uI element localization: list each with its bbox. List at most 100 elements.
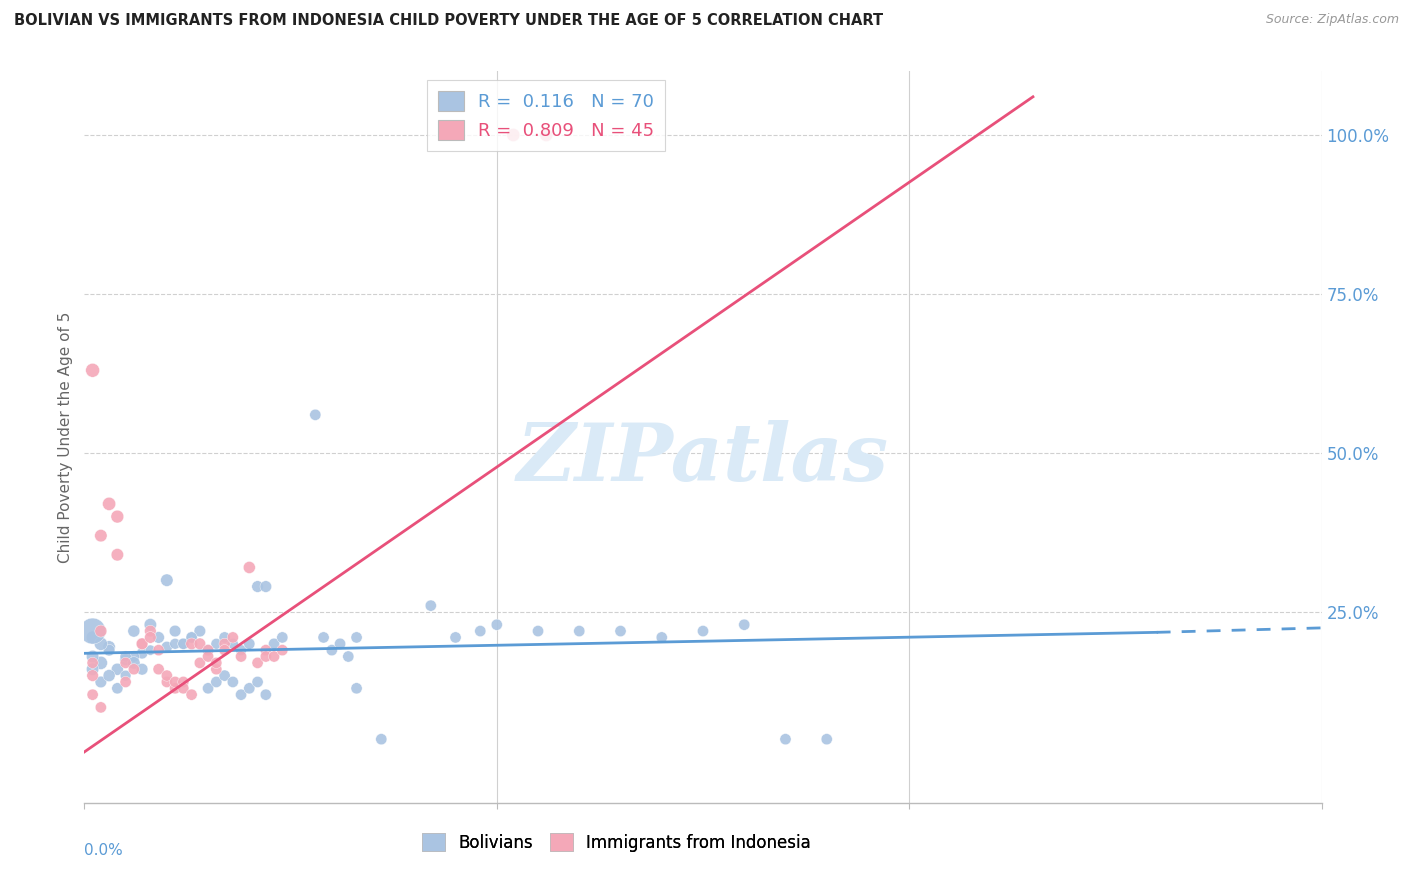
Point: [263, 637, 285, 651]
Point: [82, 631, 104, 645]
Point: [98, 640, 121, 654]
Point: [90, 700, 112, 714]
Point: [90, 656, 112, 670]
Point: [165, 637, 187, 651]
Point: [148, 643, 170, 657]
Point: [651, 631, 673, 645]
Point: [246, 675, 269, 690]
Point: [370, 732, 392, 747]
Point: [205, 662, 228, 676]
Point: [172, 637, 194, 651]
Point: [114, 668, 136, 682]
Point: [692, 624, 714, 638]
Point: [172, 637, 194, 651]
Point: [180, 631, 202, 645]
Point: [156, 675, 179, 690]
Point: [229, 643, 252, 657]
Point: [122, 649, 145, 664]
Point: [82, 656, 104, 670]
Text: BOLIVIAN VS IMMIGRANTS FROM INDONESIA CHILD POVERTY UNDER THE AGE OF 5 CORRELATI: BOLIVIAN VS IMMIGRANTS FROM INDONESIA CH…: [14, 13, 883, 29]
Point: [122, 662, 145, 676]
Point: [82, 363, 104, 377]
Point: [254, 688, 277, 702]
Point: [214, 643, 236, 657]
Point: [609, 624, 631, 638]
Point: [197, 681, 219, 696]
Point: [98, 668, 121, 682]
Point: [197, 643, 219, 657]
Point: [205, 637, 228, 651]
Point: [180, 688, 202, 702]
Point: [214, 668, 236, 682]
Point: [419, 599, 441, 613]
Point: [90, 529, 112, 543]
Point: [165, 681, 187, 696]
Point: [180, 631, 202, 645]
Point: [82, 649, 104, 664]
Point: [148, 631, 170, 645]
Point: [346, 681, 368, 696]
Point: [444, 631, 467, 645]
Point: [470, 624, 492, 638]
Point: [105, 509, 128, 524]
Point: [222, 631, 245, 645]
Point: [114, 649, 136, 664]
Point: [337, 649, 360, 664]
Point: [98, 497, 121, 511]
Point: [214, 637, 236, 651]
Text: ZIPatlas: ZIPatlas: [517, 420, 889, 498]
Point: [775, 732, 797, 747]
Point: [188, 637, 211, 651]
Point: [82, 624, 104, 638]
Point: [90, 637, 112, 651]
Point: [180, 637, 202, 651]
Point: [156, 668, 179, 682]
Point: [114, 656, 136, 670]
Point: [329, 637, 352, 651]
Point: [346, 631, 368, 645]
Point: [131, 646, 153, 660]
Point: [246, 656, 269, 670]
Point: [188, 656, 211, 670]
Point: [222, 675, 245, 690]
Point: [733, 617, 755, 632]
Point: [263, 649, 285, 664]
Point: [156, 573, 179, 587]
Point: [122, 624, 145, 638]
Point: [165, 624, 187, 638]
Point: [271, 643, 294, 657]
Point: [197, 643, 219, 657]
Point: [815, 732, 838, 747]
Legend: Bolivians, Immigrants from Indonesia: Bolivians, Immigrants from Indonesia: [413, 825, 820, 860]
Point: [205, 675, 228, 690]
Point: [172, 675, 194, 690]
Text: Source: ZipAtlas.com: Source: ZipAtlas.com: [1265, 13, 1399, 27]
Point: [105, 662, 128, 676]
Point: [139, 631, 162, 645]
Point: [105, 548, 128, 562]
Point: [105, 681, 128, 696]
Y-axis label: Child Poverty Under the Age of 5: Child Poverty Under the Age of 5: [58, 311, 73, 563]
Point: [114, 653, 136, 667]
Point: [188, 624, 211, 638]
Point: [312, 631, 335, 645]
Point: [271, 631, 294, 645]
Point: [114, 675, 136, 690]
Point: [139, 624, 162, 638]
Point: [148, 662, 170, 676]
Point: [90, 675, 112, 690]
Point: [527, 624, 550, 638]
Point: [485, 617, 508, 632]
Point: [304, 408, 326, 422]
Point: [165, 675, 187, 690]
Point: [122, 656, 145, 670]
Point: [536, 128, 558, 142]
Point: [139, 643, 162, 657]
Point: [139, 617, 162, 632]
Point: [254, 580, 277, 594]
Point: [205, 656, 228, 670]
Point: [502, 128, 524, 142]
Point: [568, 624, 591, 638]
Point: [238, 637, 260, 651]
Point: [82, 662, 104, 676]
